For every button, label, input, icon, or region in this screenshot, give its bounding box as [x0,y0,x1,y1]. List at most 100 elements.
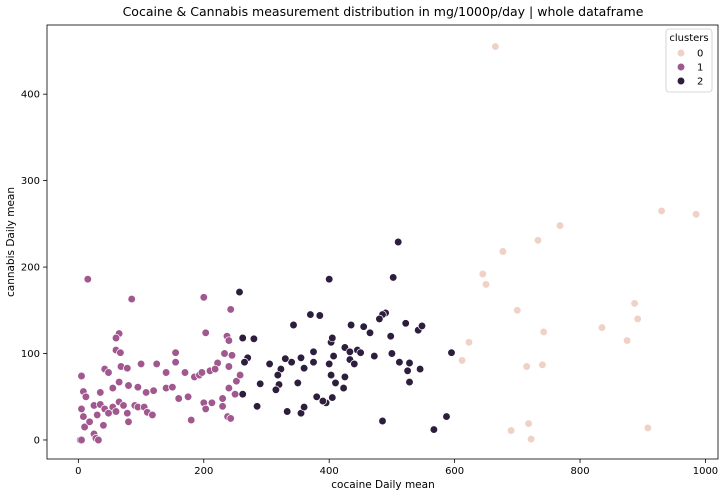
legend-entries: 0 1 2 [676,48,703,88]
data-point-cluster-2 [265,359,274,369]
data-point-cluster-1 [123,409,132,418]
data-point-cluster-0 [622,336,632,345]
x-tick-label: 200 [194,466,213,477]
data-point-cluster-2 [325,275,334,284]
legend-label-cluster-1: 1 [697,63,703,74]
data-point-cluster-1 [207,398,217,407]
legend-marker-cluster-0 [676,48,686,58]
data-point-cluster-1 [99,421,108,430]
data-point-cluster-2 [429,425,439,434]
data-point-cluster-2 [389,273,398,282]
data-point-cluster-2 [271,385,281,394]
data-point-cluster-0 [538,360,547,369]
data-point-cluster-2 [329,351,338,361]
data-point-cluster-1 [108,383,117,393]
data-point-cluster-0 [524,419,533,428]
data-point-cluster-1 [96,388,105,397]
x-axis-label: cocaine Daily mean [331,479,434,491]
x-tick-label: 1000 [693,466,718,477]
data-point-cluster-2 [252,402,262,411]
data-point-cluster-2 [296,353,306,362]
data-point-cluster-1 [114,377,124,387]
data-point-cluster-1 [127,294,136,304]
data-point-cluster-2 [287,358,296,367]
plot-frame [46,24,719,460]
data-point-cluster-1 [119,401,128,410]
data-point-cluster-1 [123,364,132,373]
data-point-cluster-0 [533,236,543,245]
data-point-cluster-2 [273,370,282,380]
legend: clusters 0 1 2 [665,28,713,93]
data-point-cluster-2 [331,378,340,388]
data-point-cluster-2 [289,320,298,330]
data-point-cluster-1 [116,348,125,357]
data-point-cluster-1 [171,348,180,357]
data-point-cluster-1 [161,368,171,377]
data-point-cluster-2 [365,328,375,337]
data-point-cluster-0 [539,327,548,337]
data-point-cluster-1 [104,368,113,377]
data-point-cluster-1 [77,435,86,445]
legend-marker-cluster-1 [676,62,686,72]
data-point-cluster-2 [405,358,414,368]
data-point-cluster-2 [326,370,336,380]
data-point-cluster-0 [633,314,642,324]
data-point-cluster-2 [299,364,309,373]
data-point-cluster-1 [174,394,183,403]
data-point-cluster-2 [235,287,244,297]
data-point-cluster-2 [309,347,318,356]
data-point-cluster-2 [339,383,348,393]
data-point-cluster-1 [85,417,94,426]
data-point-cluster-2 [415,364,425,374]
data-point-cluster-1 [136,359,146,369]
x-tick-label: 600 [445,466,464,477]
legend-marker-cluster-2 [676,76,686,86]
data-point-cluster-1 [224,336,234,345]
x-tick-label: 400 [320,466,339,477]
data-point-cluster-2 [293,378,302,388]
data-point-cluster-2 [283,407,292,416]
data-point-cluster-1 [187,415,196,425]
data-point-cluster-1 [224,383,234,393]
y-tick-label: 400 [21,90,40,101]
data-point-cluster-0 [513,306,522,315]
data-point-cluster-2 [417,321,427,331]
data-point-cluster-2 [395,358,404,367]
data-point-cluster-1 [111,407,121,416]
data-point-cluster-1 [93,410,102,420]
data-point-cluster-0 [464,338,474,347]
data-point-cluster-2 [328,333,337,343]
data-point-cluster-1 [197,368,207,377]
data-point-cluster-1 [79,412,88,421]
data-point-cluster-1 [141,388,151,397]
data-point-cluster-1 [94,435,103,445]
data-point-cluster-1 [210,364,220,374]
data-point-cluster-1 [81,392,91,401]
data-point-cluster-0 [657,206,666,216]
data-point-cluster-2 [401,319,410,328]
y-tick-label: 200 [21,263,40,274]
data-point-cluster-2 [315,311,324,320]
data-point-cluster-2 [359,322,368,331]
data-point-cluster-1 [171,358,180,367]
chart-title: Cocaine & Cannabis measurement distribut… [123,4,644,19]
data-point-cluster-1 [168,383,177,392]
data-point-cluster-0 [643,423,652,433]
data-point-cluster-2 [356,348,365,357]
x-tick-label: 0 [75,466,81,477]
data-point-cluster-2 [370,351,379,361]
legend-label-cluster-0: 0 [697,49,703,60]
data-point-cluster-2 [299,402,309,412]
data-point-cluster-2 [447,348,456,357]
data-point-cluster-1 [201,328,210,337]
data-point-cluster-0 [481,280,491,289]
legend-box [665,28,713,93]
data-point-cluster-1 [149,386,158,395]
data-point-cluster-1 [148,410,157,420]
data-point-cluster-2 [394,237,403,247]
data-point-cluster-2 [240,358,249,367]
y-tick-label: 100 [21,349,40,360]
data-point-cluster-2 [238,390,247,399]
data-point-cluster-0 [478,269,487,279]
